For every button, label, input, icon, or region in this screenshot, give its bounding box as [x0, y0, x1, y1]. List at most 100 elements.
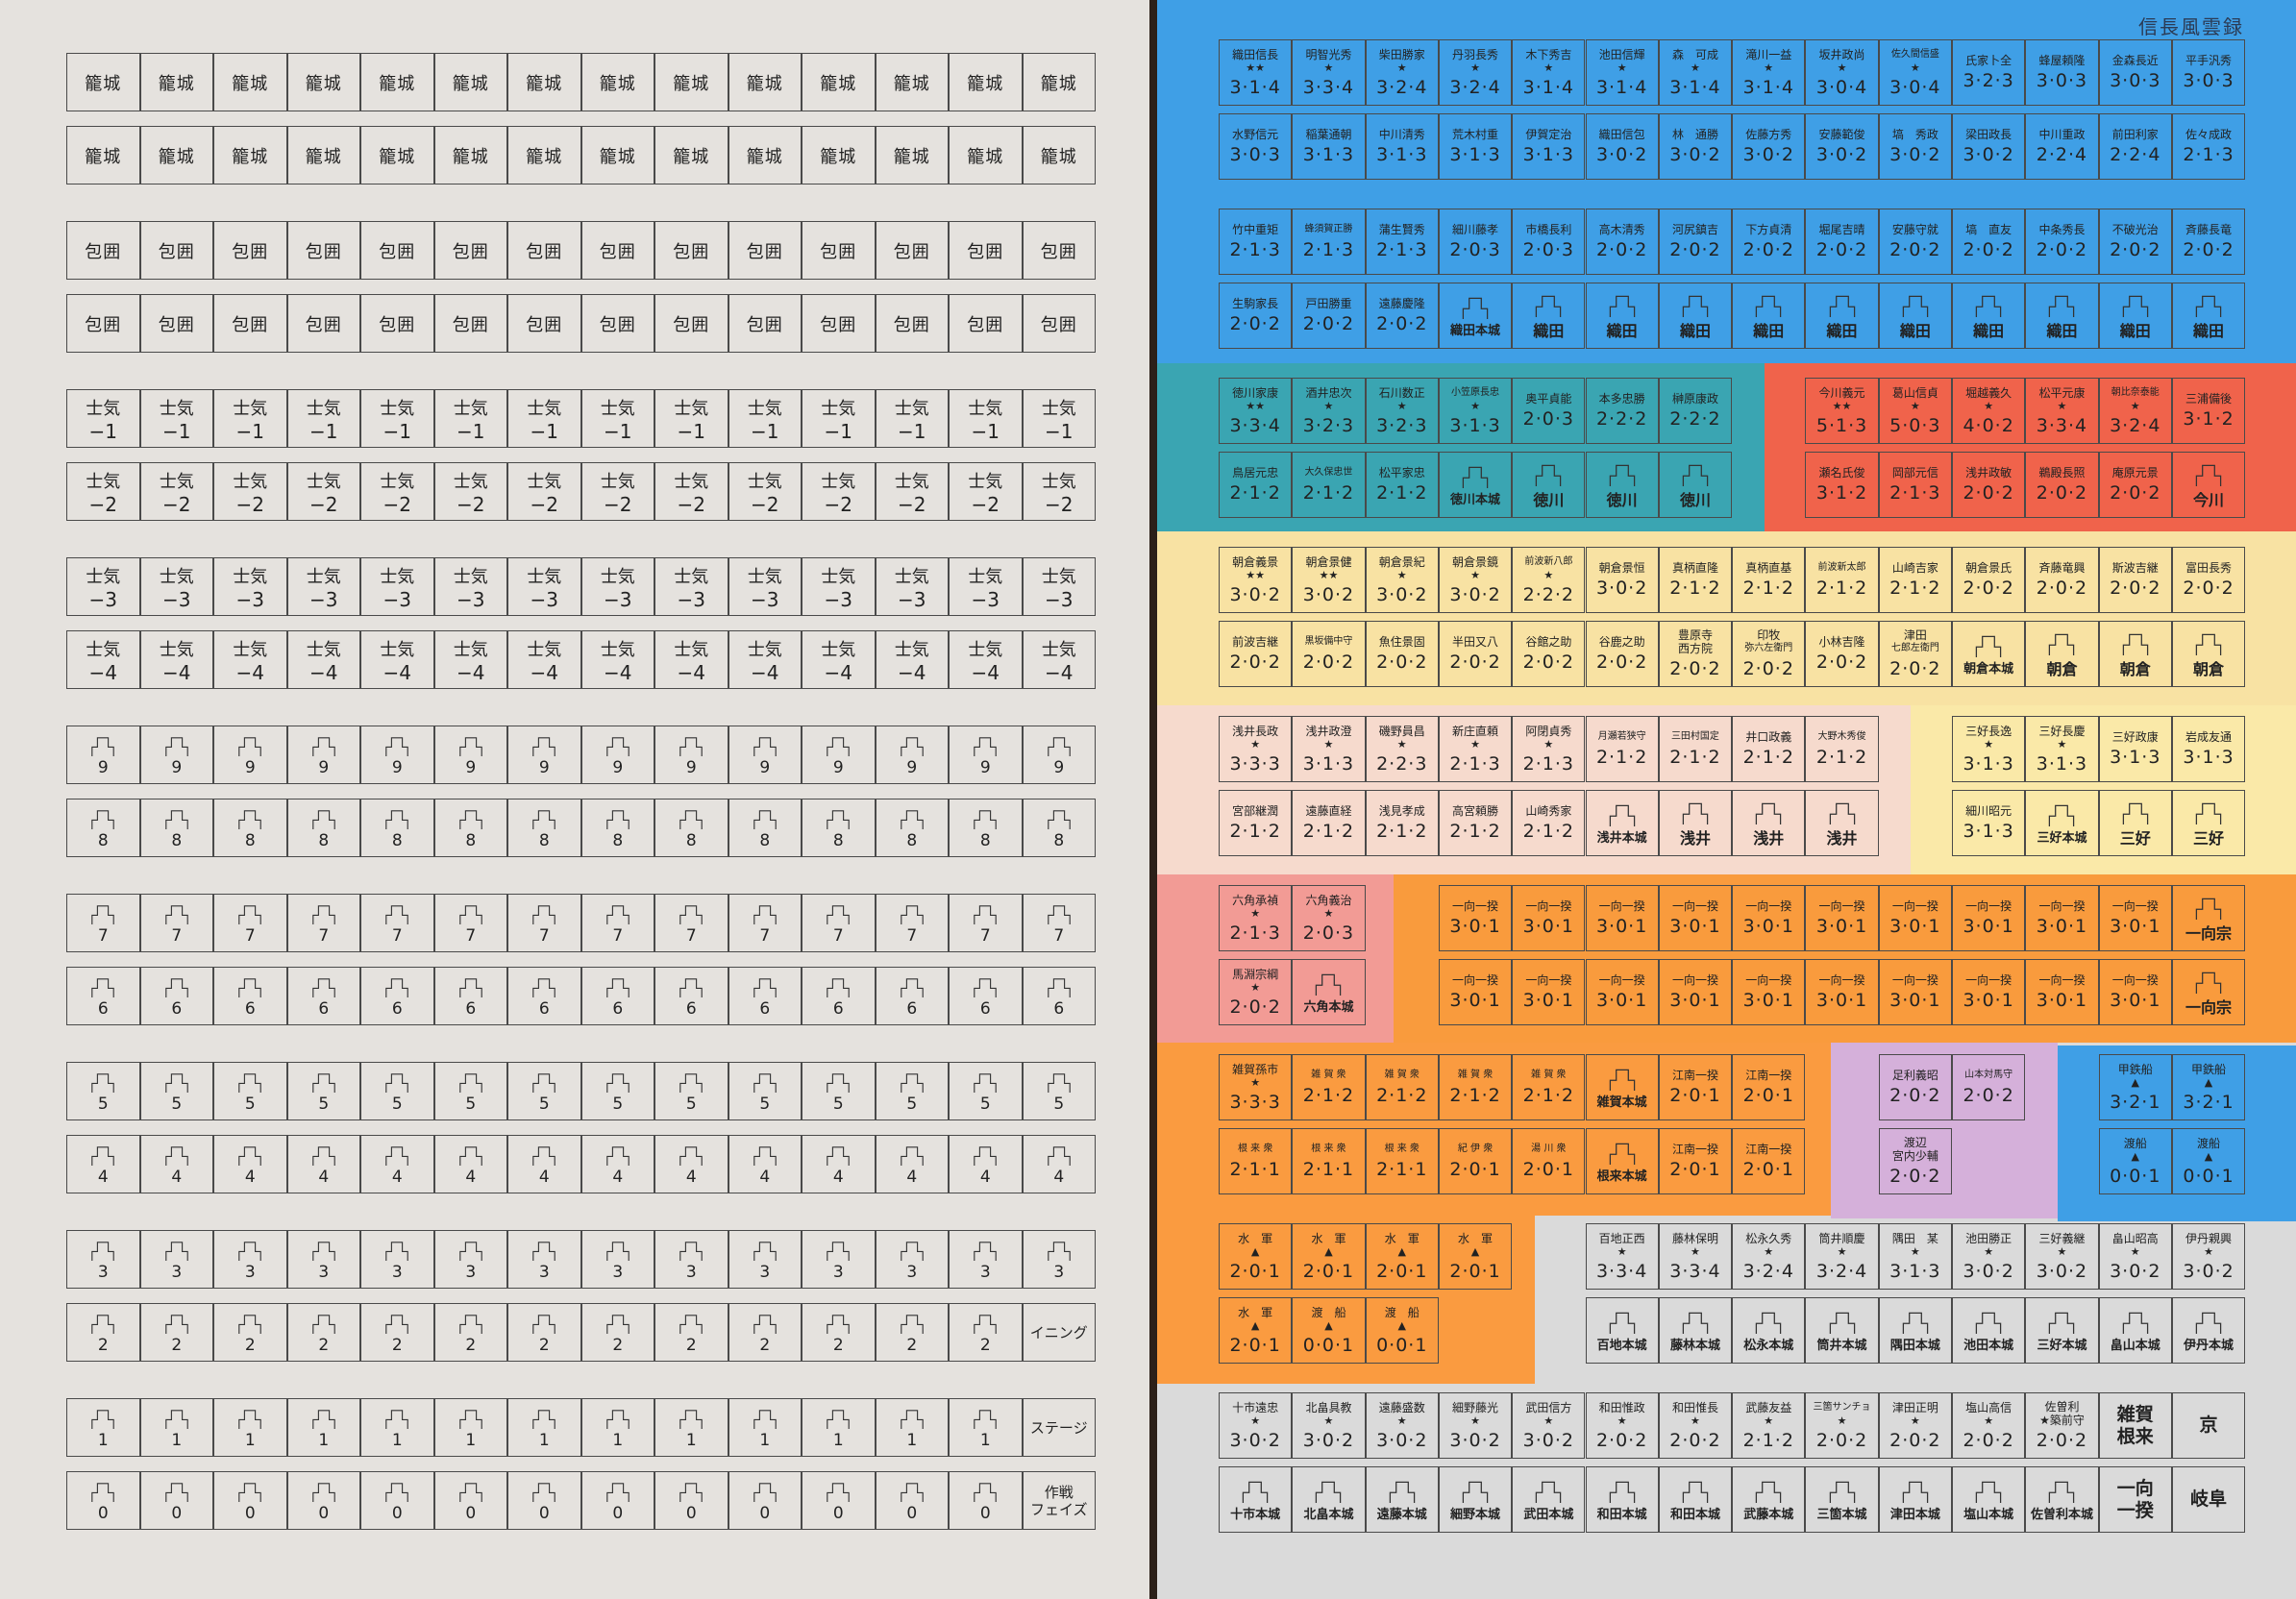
counter: 9 [728, 726, 802, 784]
castle-outline [1682, 464, 1709, 486]
unit-rating: 3·0·2 [1889, 144, 1941, 165]
unit-rating: 0·0·1 [2183, 1165, 2234, 1187]
castle-icon [2049, 804, 2075, 826]
castle-icon [164, 1409, 188, 1429]
counter: 魚住景固 2·0·2 [1365, 621, 1439, 687]
counter: 9 [286, 726, 360, 784]
castle-number: 2 [171, 1335, 183, 1355]
leader-name: 前田利家 [2111, 128, 2159, 141]
unit-rating: 2·0·2 [1595, 652, 1648, 673]
castle-icon [164, 977, 188, 997]
castle-icon [1047, 736, 1071, 756]
rank-mark: ★ [2130, 399, 2140, 412]
counter: 和田本城 [1658, 1466, 1733, 1533]
leader-name: 六角義治 [1305, 893, 1352, 907]
castle-outline [1462, 466, 1489, 488]
castle-name: 朝倉 [2046, 659, 2078, 678]
castle-outline [532, 1409, 556, 1429]
counter: 8 [1022, 799, 1096, 857]
counter: 3 [213, 1230, 287, 1289]
castle-name: 徳川 [1679, 490, 1711, 509]
unit-rating: 3·2·1 [2110, 1091, 2161, 1113]
castle-name: 三好 [2193, 828, 2225, 848]
unit-rating: 3·2·4 [1449, 76, 1501, 98]
leader-name: 足利義昭 [1891, 1069, 1938, 1082]
castle-outline [679, 977, 704, 997]
counter: 1 [286, 1398, 360, 1457]
counter: 斯波吉継 2·0·2 [2098, 547, 2172, 613]
unit-rating: 2·2·4 [2036, 144, 2088, 165]
castle-icon [458, 736, 482, 756]
rank-mark: ★ [1984, 399, 1994, 412]
morale-label: 士気 [894, 398, 929, 419]
counter: 8 [213, 799, 287, 857]
leader-name: 織田信長 [1232, 47, 1279, 62]
counter: 1 [654, 1398, 728, 1457]
unit-rating: 2·1·2 [1302, 482, 1355, 504]
castle-outline [458, 809, 482, 829]
castle-outline [238, 1482, 262, 1502]
castle-outline [91, 1482, 115, 1502]
castle-name: 畠山本城 [2110, 1339, 2160, 1353]
counter: 三好長逸 ★ 3·1·3 [1952, 716, 2026, 782]
rank-mark: ★ [1323, 61, 1334, 74]
right-sheet: 織田信長 ★★ 3·1·4 明智光秀 ★ 3·3·4 柴田勝家 ★ 3·2·4 丹羽長秀 ★ 3·2·… [1157, 0, 2296, 1599]
counter: 2 [654, 1303, 728, 1362]
leader-name: 丹羽長秀 [1452, 47, 1499, 62]
counter: 5 [507, 1062, 581, 1120]
castle-icon [827, 1145, 851, 1166]
counter: 包囲 [654, 221, 728, 280]
counter: 6 [1022, 967, 1096, 1025]
rank-mark: ★ [2057, 737, 2067, 750]
morale-label: 士気 [306, 398, 341, 419]
castle-icon [900, 1482, 924, 1502]
castle-outline [91, 1314, 115, 1334]
castle-name: 筒井本城 [1816, 1339, 1867, 1353]
counter: 5 [213, 1062, 287, 1120]
counter: 5 [580, 1062, 654, 1120]
castle-icon [91, 736, 115, 756]
counter: 金森長近 3·0·3 [2098, 39, 2172, 106]
counter: 水 軍 ▲ 2·0·1 [1219, 1297, 1293, 1364]
counter: 士気 −3 [360, 557, 434, 616]
castle-icon [458, 1482, 482, 1502]
morale-label: 士気 [674, 471, 709, 492]
unit-rating: 3·0·2 [1815, 144, 1868, 165]
unit-rating: 3·2·3 [1963, 70, 2014, 91]
counter: 4 [66, 1135, 140, 1193]
counter: 8 [507, 799, 581, 857]
leader-name: 一向一揆 [1818, 973, 1865, 987]
castle-outline [385, 1241, 409, 1261]
counter: 印牧 弥六左衛門 2·0·2 [1732, 621, 1806, 687]
castle-number: 3 [97, 1262, 109, 1282]
counter: 朝倉景紀 ★ 3·0·2 [1365, 547, 1439, 613]
castle-outline [91, 1409, 115, 1429]
counter: 朝倉 [2171, 621, 2246, 687]
counter: 7 [875, 894, 949, 952]
castle-outline [1389, 1481, 1415, 1503]
leader-name: 百地正西 [1598, 1231, 1645, 1245]
leader-name: 徳川家康 [1232, 385, 1279, 400]
counter: 和田惟長 ★ 2·0·2 [1658, 1392, 1733, 1459]
counter: 5 [728, 1062, 802, 1120]
castle-number: 4 [1053, 1167, 1065, 1187]
unit-rating: 2·0·2 [2183, 578, 2234, 599]
leader-name: 一向一揆 [1818, 899, 1865, 913]
counter: 岩成友通 3·1·3 [2171, 716, 2246, 782]
castle-name: 雑賀本城 [1596, 1095, 1647, 1110]
castle-icon [1829, 1312, 1855, 1334]
counter-text: 籠城 [232, 73, 269, 94]
counter: 籠城 [507, 126, 581, 184]
leader-name: 渡辺 [1903, 1136, 1927, 1149]
castle-outline [2195, 898, 2222, 920]
unit-rating: 2·0·2 [1302, 313, 1355, 334]
counter: 織田本城 [1438, 283, 1513, 349]
castle-outline [1609, 804, 1635, 826]
leader-name: 一向一揆 [1525, 899, 1572, 913]
morale-label: 士気 [894, 566, 929, 587]
counter: 包囲 [139, 294, 213, 353]
counter: 一向一揆 3·0·1 [2098, 959, 2172, 1025]
castle-outline [753, 1314, 777, 1334]
castle-icon [91, 1314, 115, 1334]
castle-icon [1609, 1312, 1635, 1334]
